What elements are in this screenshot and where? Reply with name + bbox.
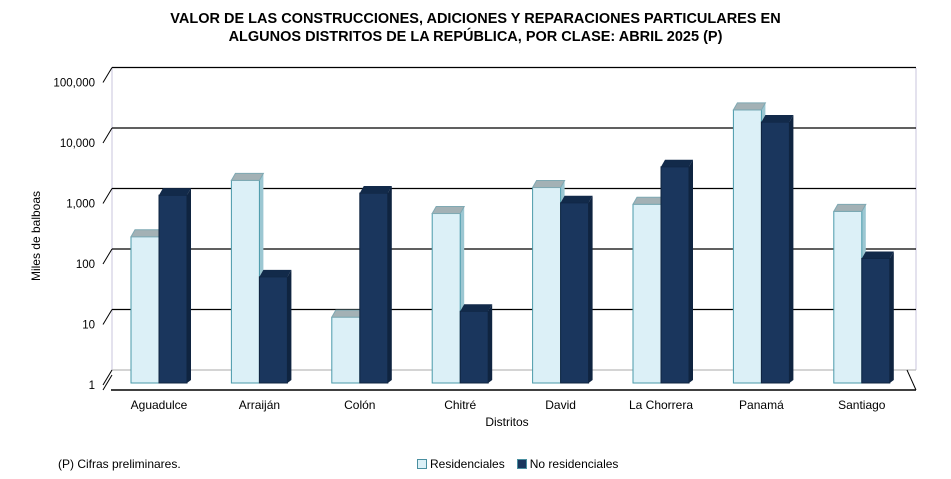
y-tick-label: 1,000	[66, 199, 95, 211]
x-tick-label: Aguadulce	[131, 398, 188, 412]
x-tick-label: Santiago	[838, 398, 886, 412]
bar-cap	[832, 203, 867, 212]
bar-side	[588, 195, 593, 383]
bar-cap	[259, 269, 292, 277]
bar-cap	[130, 229, 164, 238]
bar-side	[387, 186, 392, 383]
bar-cap	[330, 309, 365, 318]
legend: Residenciales No residenciales	[417, 457, 618, 471]
bar-cap	[230, 172, 265, 181]
bars	[130, 102, 894, 384]
y-tick-connector	[102, 248, 113, 265]
bar-group-david	[531, 180, 593, 384]
bar-no-residenciales	[660, 166, 690, 384]
bar-residenciales	[833, 210, 863, 384]
bar-side	[689, 159, 693, 383]
bar-group-santiago	[832, 203, 894, 384]
y-axis-label: Miles de balboas	[29, 191, 43, 281]
bar-no-residenciales	[258, 276, 288, 384]
gridlines	[102, 66, 917, 386]
bar-residenciales	[230, 179, 260, 384]
footnote: (P) Cifras preliminares.	[58, 457, 181, 471]
x-tick-label: Arraiján	[239, 398, 280, 412]
bar-group-arraiján	[230, 172, 292, 384]
y-tick-connector	[102, 369, 113, 386]
bar-cap	[159, 188, 191, 196]
x-axis-label: Distritos	[485, 415, 528, 429]
y-tick-label: 100	[76, 259, 95, 271]
bar-cap	[732, 102, 767, 111]
bar-residenciales	[532, 187, 562, 384]
y-tick-label: 10	[82, 320, 95, 332]
axes: 1 10 100 1,000 10,000 100,000 Aguadulce Arraijá…	[53, 78, 917, 412]
y-tick-connector	[102, 67, 113, 83]
bar-side	[187, 188, 191, 383]
bar-no-residenciales	[560, 202, 590, 384]
bar-cap	[359, 186, 392, 194]
bar-cap	[761, 114, 794, 122]
bar-cap	[632, 196, 666, 205]
bar-cap	[560, 195, 593, 203]
chart-title: VALOR DE LAS CONSTRUCCIONES, ADICIONES Y…	[0, 10, 951, 46]
bar-cap	[431, 206, 466, 215]
legend-label: Residenciales	[430, 457, 505, 471]
bar-group-colón	[330, 186, 392, 384]
y-tick-label: 1	[89, 380, 95, 392]
bar-side	[488, 304, 493, 383]
y-tick-connector	[102, 188, 113, 204]
bar-residenciales	[431, 213, 461, 384]
bar-cap	[531, 180, 566, 189]
bar-residenciales	[732, 109, 762, 384]
bar-no-residenciales	[861, 257, 891, 384]
bar-side	[789, 114, 794, 383]
x-tick-label: Colón	[344, 398, 375, 412]
bar-residenciales	[632, 203, 662, 384]
legend-label: No residenciales	[529, 457, 619, 471]
y-tick-label: 100,000	[53, 78, 95, 90]
x-tick-label: David	[545, 398, 576, 412]
bar-residenciales	[331, 316, 361, 384]
bar-no-residenciales	[459, 310, 489, 384]
bar-group-la-chorrera	[632, 159, 693, 384]
bar-group-panamá	[732, 102, 794, 384]
bar-no-residenciales	[158, 194, 188, 384]
x-tick-label: La Chorrera	[629, 398, 693, 412]
bar-residenciales	[130, 236, 160, 384]
floor-right-edge	[906, 369, 917, 391]
y-tick-connector	[102, 309, 113, 325]
bar-side	[287, 269, 292, 383]
bar-no-residenciales	[359, 192, 389, 384]
title-line-2: ALGUNOS DISTRITOS DE LA REPÚBLICA, POR C…	[228, 29, 723, 45]
legend-swatch-residenciales	[417, 459, 427, 469]
bar-no-residenciales	[760, 121, 790, 384]
bar-cap	[861, 251, 894, 259]
bar-group-chitré	[431, 206, 493, 384]
y-tick-connector	[102, 127, 113, 144]
legend-item-no-residenciales: No residenciales	[516, 457, 619, 471]
x-tick-label: Panamá	[739, 398, 784, 412]
legend-swatch-no-residenciales	[516, 459, 527, 469]
bar-group-aguadulce	[130, 188, 191, 384]
bar-side	[889, 251, 894, 383]
bar-cap	[661, 159, 693, 167]
legend-item-residenciales: Residenciales	[417, 457, 505, 471]
y-tick-label: 10,000	[60, 138, 95, 150]
bar-cap	[460, 304, 493, 312]
x-tick-label: Chitré	[444, 398, 476, 412]
floor-left-edge	[102, 374, 113, 391]
title-line-1: VALOR DE LAS CONSTRUCCIONES, ADICIONES Y…	[170, 11, 781, 27]
